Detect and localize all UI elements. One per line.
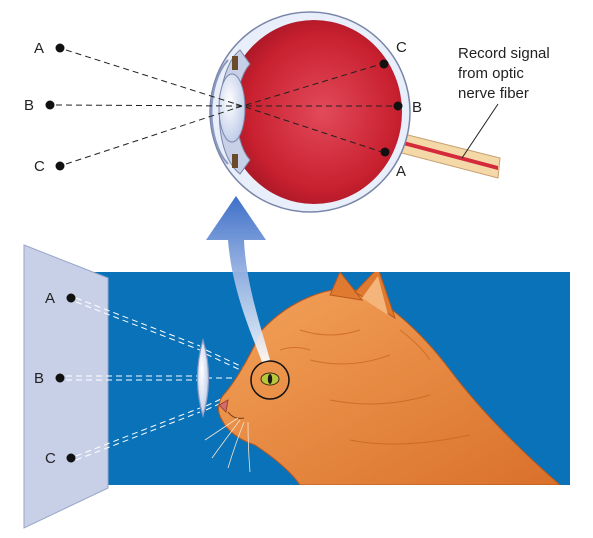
left-label-a: A <box>34 40 44 57</box>
retina-label-b: B <box>412 99 422 116</box>
retina-dot-a <box>380 147 390 157</box>
screen-label-a: A <box>45 290 55 307</box>
left-label-b: B <box>24 97 34 114</box>
callout-line-1: Record signal <box>458 45 550 62</box>
lens-icon <box>196 337 210 419</box>
left-label-c: C <box>34 158 45 175</box>
screen-dot-b <box>55 373 65 383</box>
retina-dot-c <box>379 59 389 69</box>
retina-dot-b <box>393 101 403 111</box>
left-dot-a <box>55 43 65 53</box>
retina-label-a: A <box>396 163 406 180</box>
cat-head-icon <box>204 272 561 485</box>
eyeball-icon <box>209 11 501 213</box>
retina-label-c: C <box>396 39 407 56</box>
upward-arrow-icon <box>206 196 270 362</box>
screen-dot-c <box>66 453 76 463</box>
callout-line-2: from optic <box>458 65 524 82</box>
eye-rays <box>55 49 394 165</box>
screen-label-b: B <box>34 370 44 387</box>
left-dot-b <box>45 100 55 110</box>
screen-dot-a <box>66 293 76 303</box>
projection-screen <box>23 244 109 529</box>
screen-label-c: C <box>45 450 56 467</box>
cat-eye-highlight <box>250 360 290 400</box>
callout-leader <box>461 103 499 159</box>
left-dot-c <box>55 161 65 171</box>
callout-line-3: nerve fiber <box>458 85 529 102</box>
